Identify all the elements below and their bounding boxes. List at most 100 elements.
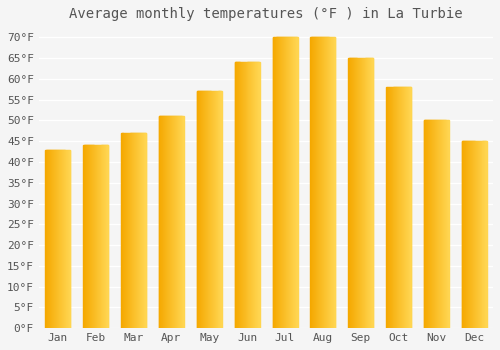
Bar (352, 58, 354, 328)
Bar (139, 133, 140, 328)
Bar (52, 149, 53, 328)
Bar (248, 62, 249, 328)
Bar (465, 141, 466, 328)
Bar (246, 62, 248, 328)
Bar (312, 37, 313, 328)
Bar (392, 87, 393, 328)
Bar (280, 37, 281, 328)
Bar (328, 37, 330, 328)
Bar (430, 120, 431, 328)
Bar (136, 133, 138, 328)
Bar (317, 37, 318, 328)
Bar (355, 58, 356, 328)
Bar (86, 145, 88, 328)
Bar (210, 91, 212, 328)
Bar (470, 141, 472, 328)
Bar (478, 141, 479, 328)
Bar (351, 58, 352, 328)
Bar (179, 116, 180, 328)
Bar (407, 87, 408, 328)
Bar (315, 37, 316, 328)
Bar (133, 133, 134, 328)
Bar (463, 141, 464, 328)
Bar (164, 116, 165, 328)
Bar (409, 87, 410, 328)
Bar (326, 37, 327, 328)
Bar (87, 145, 88, 328)
Bar (478, 141, 480, 328)
Bar (221, 91, 222, 328)
Bar (371, 58, 372, 328)
Bar (64, 149, 65, 328)
Bar (211, 91, 212, 328)
Bar (426, 120, 428, 328)
Bar (128, 133, 130, 328)
Bar (274, 37, 276, 328)
Bar (442, 120, 444, 328)
Bar (64, 149, 66, 328)
Bar (107, 145, 108, 328)
Bar (486, 141, 487, 328)
Bar (239, 62, 240, 328)
Bar (444, 120, 445, 328)
Bar (396, 87, 398, 328)
Bar (250, 62, 252, 328)
Bar (100, 145, 101, 328)
Bar (176, 116, 178, 328)
Bar (427, 120, 428, 328)
Bar (440, 120, 441, 328)
Title: Average monthly temperatures (°F ) in La Turbie: Average monthly temperatures (°F ) in La… (69, 7, 462, 21)
Bar (367, 58, 368, 328)
Bar (332, 37, 334, 328)
Bar (252, 62, 253, 328)
Bar (134, 133, 135, 328)
Bar (162, 116, 164, 328)
Bar (357, 58, 358, 328)
Bar (252, 62, 254, 328)
Bar (276, 37, 277, 328)
Bar (88, 145, 89, 328)
Bar (68, 149, 70, 328)
Bar (90, 145, 91, 328)
Bar (400, 87, 402, 328)
Bar (406, 87, 407, 328)
Bar (273, 37, 274, 328)
Bar (145, 133, 146, 328)
Bar (322, 37, 324, 328)
Bar (254, 62, 256, 328)
Bar (102, 145, 103, 328)
Bar (173, 116, 174, 328)
Bar (479, 141, 480, 328)
Bar (294, 37, 296, 328)
Bar (275, 37, 276, 328)
Bar (122, 133, 123, 328)
Bar (209, 91, 210, 328)
Bar (356, 58, 358, 328)
Bar (281, 37, 282, 328)
Bar (388, 87, 390, 328)
Bar (398, 87, 400, 328)
Bar (141, 133, 142, 328)
Bar (435, 120, 436, 328)
Bar (206, 91, 208, 328)
Bar (205, 91, 206, 328)
Bar (310, 37, 312, 328)
Bar (466, 141, 468, 328)
Bar (325, 37, 326, 328)
Bar (447, 120, 448, 328)
Bar (93, 145, 94, 328)
Bar (469, 141, 470, 328)
Bar (89, 145, 90, 328)
Bar (97, 145, 98, 328)
Bar (329, 37, 330, 328)
Bar (242, 62, 243, 328)
Bar (101, 145, 102, 328)
Bar (167, 116, 168, 328)
Bar (361, 58, 362, 328)
Bar (240, 62, 241, 328)
Bar (334, 37, 336, 328)
Bar (253, 62, 254, 328)
Bar (400, 87, 401, 328)
Bar (274, 37, 275, 328)
Bar (470, 141, 471, 328)
